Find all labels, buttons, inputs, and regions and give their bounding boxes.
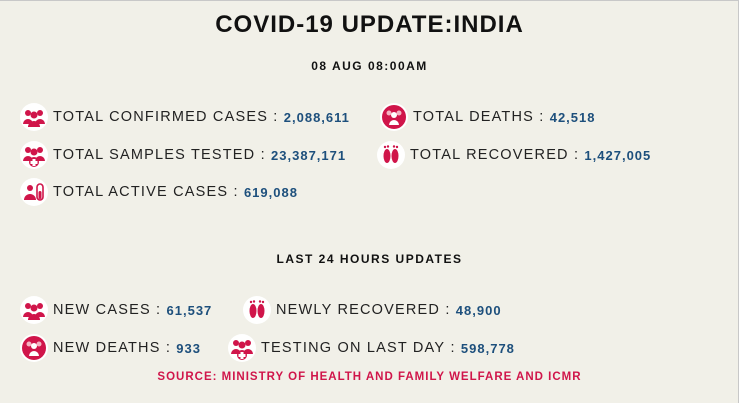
person-test-tube-icon [20,178,48,206]
stat-label: TOTAL DEATHS [413,109,535,125]
stat-label: NEW DEATHS [53,340,161,356]
stat-label: TOTAL RECOVERED [410,147,569,163]
people-group-icon [20,296,48,324]
stat-value: 48,900 [455,302,502,318]
stat-value: 23,387,171 [271,147,347,163]
stat-total-recovered: TOTAL RECOVERED : 1,427,005 [377,141,651,169]
people-circle-icon [20,334,48,362]
stat-value: 42,518 [549,109,596,125]
stat-value: 61,537 [166,302,213,318]
stat-value: 598,778 [460,340,515,356]
stat-value: 933 [176,340,201,356]
source-note: SOURCE: MINISTRY OF HEALTH AND FAMILY WE… [157,371,582,383]
stat-value: 2,088,611 [283,109,350,125]
stat-label: TESTING ON LAST DAY [261,340,446,356]
stat-label: TOTAL SAMPLES TESTED [53,147,256,163]
footprints-icon [377,141,405,169]
stat-total-active: TOTAL ACTIVE CASES : 619,088 [20,178,298,206]
stat-total-deaths: TOTAL DEATHS : 42,518 [380,103,595,131]
stat-new-deaths: NEW DEATHS : 933 [20,334,201,362]
people-medical-icon [228,334,256,362]
stat-label: TOTAL CONFIRMED CASES [53,109,269,125]
stat-newly-recovered: NEWLY RECOVERED : 48,900 [243,296,502,324]
last-24-hours-heading: LAST 24 HOURS UPDATES [276,252,463,266]
update-datetime: 08 AUG 08:00AM [311,59,428,73]
page-title: COVID-19 UPDATE:INDIA [215,11,524,38]
stat-label: TOTAL ACTIVE CASES [53,184,229,200]
stat-label: NEWLY RECOVERED [276,302,441,318]
people-medical-icon [20,141,48,169]
stat-total-samples: TOTAL SAMPLES TESTED : 23,387,171 [20,141,346,169]
stat-label: NEW CASES [53,302,151,318]
stat-new-cases: NEW CASES : 61,537 [20,296,212,324]
people-group-icon [20,103,48,131]
stat-testing-last-day: TESTING ON LAST DAY : 598,778 [228,334,515,362]
footprints-icon [243,296,271,324]
stat-total-confirmed: TOTAL CONFIRMED CASES : 2,088,611 [20,103,350,131]
stat-value: 619,088 [243,184,298,200]
people-circle-icon [380,103,408,131]
stat-value: 1,427,005 [584,147,652,163]
